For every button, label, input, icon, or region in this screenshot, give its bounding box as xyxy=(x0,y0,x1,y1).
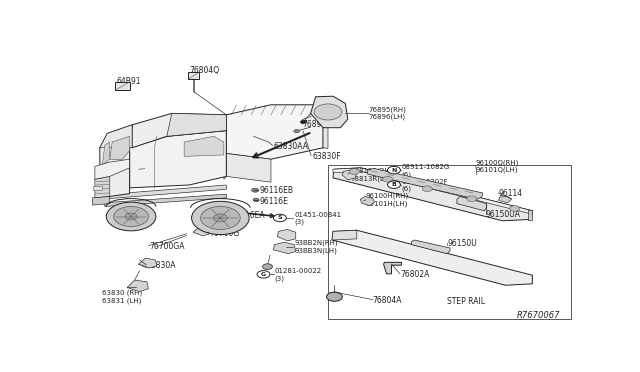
Polygon shape xyxy=(93,186,102,191)
Circle shape xyxy=(252,188,259,192)
Text: G: G xyxy=(261,272,266,277)
Text: 63830 (RH)
63831 (LH): 63830 (RH) 63831 (LH) xyxy=(102,290,143,304)
Polygon shape xyxy=(129,115,227,188)
Circle shape xyxy=(273,214,286,222)
Text: 76895G: 76895G xyxy=(302,120,332,129)
Text: 63830F: 63830F xyxy=(312,153,340,161)
Polygon shape xyxy=(332,230,356,240)
Polygon shape xyxy=(457,196,486,211)
Polygon shape xyxy=(95,176,110,198)
Text: R7670067: R7670067 xyxy=(516,311,560,320)
Polygon shape xyxy=(100,125,132,196)
Text: ․96116EA: ․96116EA xyxy=(228,211,264,220)
Text: 96150UA: 96150UA xyxy=(486,210,521,219)
Polygon shape xyxy=(412,240,450,254)
Polygon shape xyxy=(95,159,129,179)
Text: 96150U: 96150U xyxy=(447,239,477,248)
Polygon shape xyxy=(188,72,199,79)
Circle shape xyxy=(300,120,306,124)
Circle shape xyxy=(253,198,259,202)
Text: 76804A: 76804A xyxy=(372,296,402,305)
Text: S: S xyxy=(278,215,282,221)
Polygon shape xyxy=(102,142,110,165)
Circle shape xyxy=(257,271,270,278)
Circle shape xyxy=(294,129,300,133)
Polygon shape xyxy=(132,113,227,148)
Circle shape xyxy=(106,202,156,231)
Polygon shape xyxy=(184,136,224,156)
Polygon shape xyxy=(323,105,328,148)
Polygon shape xyxy=(138,258,157,268)
Polygon shape xyxy=(193,227,210,236)
Text: 63830AA: 63830AA xyxy=(273,142,308,151)
Polygon shape xyxy=(227,154,271,182)
Polygon shape xyxy=(105,194,227,206)
Polygon shape xyxy=(367,169,483,199)
Text: 96116EB: 96116EB xyxy=(259,186,293,195)
Text: 76895(RH)
76896(LH): 76895(RH) 76896(LH) xyxy=(369,106,406,121)
Text: 96114: 96114 xyxy=(498,189,522,198)
Polygon shape xyxy=(100,185,227,199)
Circle shape xyxy=(388,181,401,189)
Text: 76804Q: 76804Q xyxy=(189,66,220,75)
Text: 96116E: 96116E xyxy=(259,196,288,206)
Text: 76802A: 76802A xyxy=(400,270,429,279)
Polygon shape xyxy=(92,196,110,205)
Polygon shape xyxy=(310,96,348,128)
Text: 08156-8202F
(6): 08156-8202F (6) xyxy=(401,179,448,192)
Text: 76700GA: 76700GA xyxy=(150,242,185,251)
Text: B: B xyxy=(392,182,396,187)
Polygon shape xyxy=(127,280,148,292)
Polygon shape xyxy=(499,196,511,203)
Polygon shape xyxy=(332,230,532,285)
Polygon shape xyxy=(100,125,132,148)
Text: 08911-1082G
(6): 08911-1082G (6) xyxy=(401,164,450,178)
Polygon shape xyxy=(277,230,296,241)
Circle shape xyxy=(225,209,232,214)
Circle shape xyxy=(383,176,392,182)
Circle shape xyxy=(213,214,227,222)
Circle shape xyxy=(191,201,249,235)
Polygon shape xyxy=(115,82,129,90)
Text: 96100H(RH)
96101H(LH): 96100H(RH) 96101H(LH) xyxy=(365,193,409,207)
Text: 78812R(RH)
78813R(LH): 78812R(RH) 78813R(LH) xyxy=(350,168,393,182)
Text: 01281-00022
(3): 01281-00022 (3) xyxy=(275,268,321,282)
Circle shape xyxy=(326,292,342,301)
Text: 76700G: 76700G xyxy=(209,229,239,238)
Circle shape xyxy=(388,166,401,174)
Text: 01451-00841
(3): 01451-00841 (3) xyxy=(294,212,341,225)
Polygon shape xyxy=(273,242,296,254)
Circle shape xyxy=(349,169,359,174)
Polygon shape xyxy=(227,105,323,159)
Text: 63830A: 63830A xyxy=(147,261,177,270)
Polygon shape xyxy=(110,136,129,160)
Polygon shape xyxy=(383,262,401,274)
Text: 93BB2N(RH)
93BB3N(LH): 93BB2N(RH) 93BB3N(LH) xyxy=(294,240,338,254)
Circle shape xyxy=(509,206,520,211)
Polygon shape xyxy=(360,196,374,206)
Polygon shape xyxy=(342,170,356,180)
Circle shape xyxy=(114,206,148,227)
Circle shape xyxy=(200,206,240,230)
Circle shape xyxy=(467,196,477,202)
Polygon shape xyxy=(333,168,532,221)
Polygon shape xyxy=(529,210,532,220)
Text: 96100Q(RH)
96101Q(LH): 96100Q(RH) 96101Q(LH) xyxy=(476,159,519,173)
Bar xyxy=(328,165,571,319)
Circle shape xyxy=(314,104,342,120)
Polygon shape xyxy=(224,115,227,179)
Circle shape xyxy=(262,264,273,269)
Polygon shape xyxy=(167,113,227,136)
Circle shape xyxy=(422,186,432,192)
Text: N: N xyxy=(391,168,397,173)
Text: 64B91: 64B91 xyxy=(116,77,141,86)
Polygon shape xyxy=(333,168,532,214)
Text: STEP RAIL: STEP RAIL xyxy=(447,297,485,307)
Circle shape xyxy=(125,213,137,220)
